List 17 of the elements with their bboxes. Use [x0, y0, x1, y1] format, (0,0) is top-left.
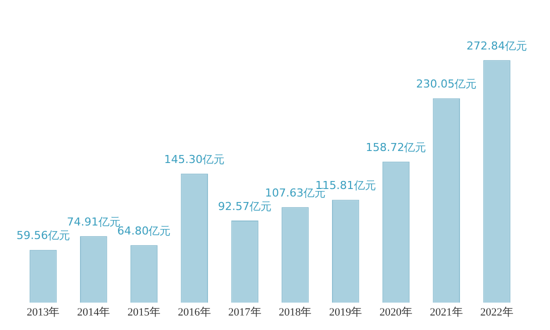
- data-label: 145.30亿元: [164, 152, 225, 166]
- x-tick-label: 2021年: [430, 306, 463, 318]
- x-tick-label: 2013年: [26, 306, 60, 318]
- x-tick-label: 2018年: [278, 306, 312, 318]
- data-label: 59.56亿元: [16, 229, 70, 242]
- data-label: 158.72亿元: [366, 141, 426, 154]
- x-tick-label: 2022年: [480, 306, 514, 318]
- x-tick-label: 2014年: [77, 306, 110, 318]
- data-label: 230.05亿元: [416, 78, 477, 91]
- x-tick-label: 2017年: [228, 306, 262, 318]
- x-tick-label: 2019年: [329, 306, 362, 318]
- x-tick-label: 2016年: [178, 306, 211, 318]
- data-label: 272.84亿元: [466, 40, 528, 53]
- x-tick-label: 2015年: [128, 306, 160, 318]
- x-tick-label: 2020年: [380, 306, 412, 318]
- data-label: 64.80亿元: [117, 224, 171, 238]
- data-label: 92.57亿元: [218, 200, 272, 213]
